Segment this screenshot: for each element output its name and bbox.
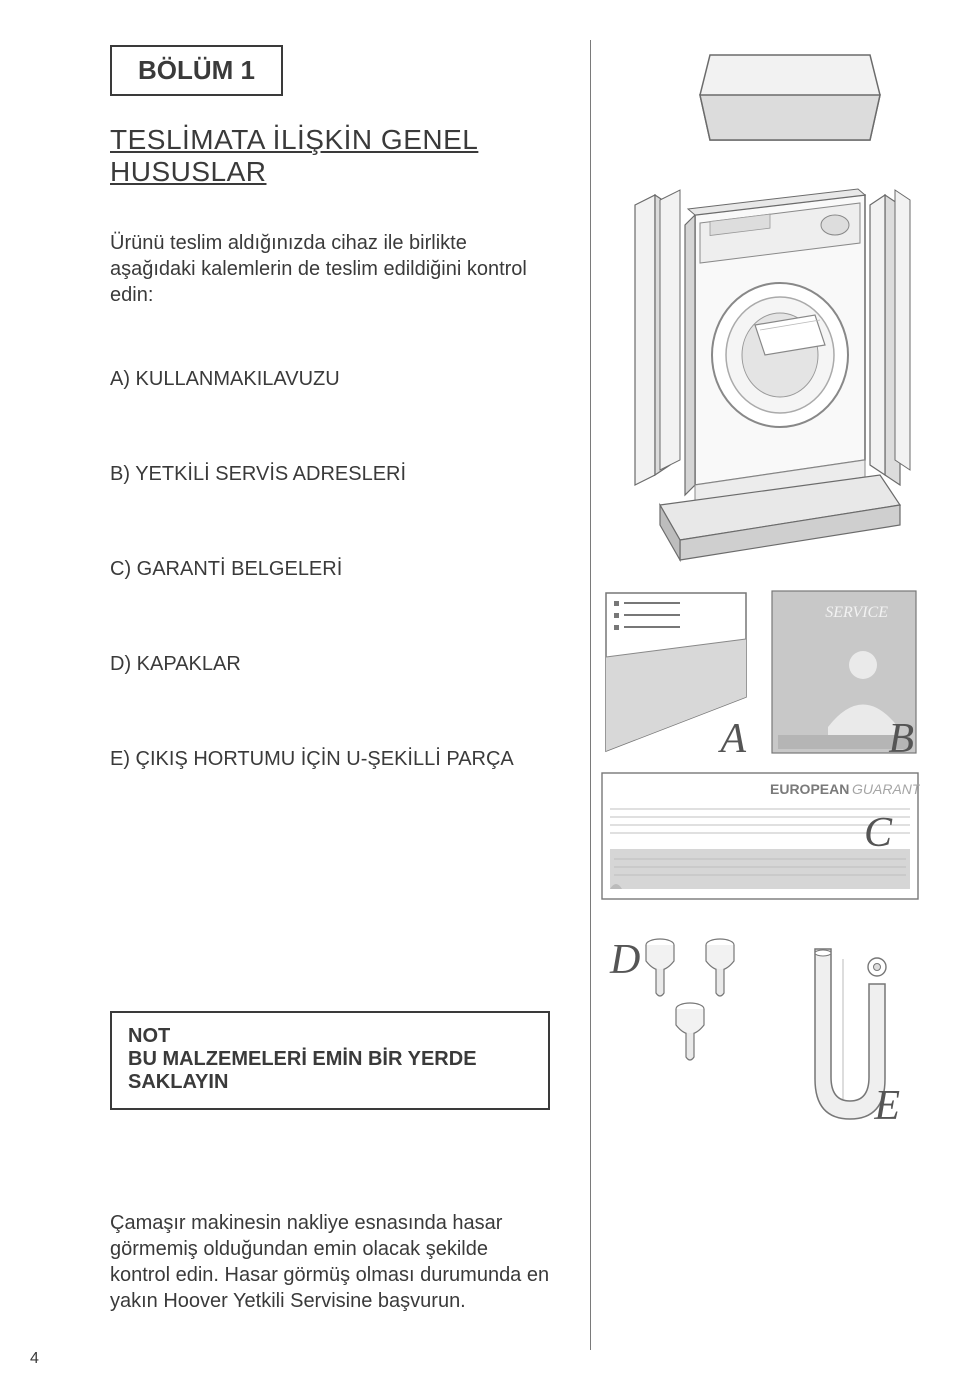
note-body: BU MALZEMELERİ EMİN BİR YERDE SAKLAYIN [128, 1048, 532, 1094]
list-item-d: D) KAPAKLAR [110, 653, 550, 676]
intro-text: Ürünü teslim aldığınızda cihaz ile birli… [110, 230, 550, 308]
list-item-b: B) YETKİLİ SERVİS ADRESLERİ [110, 463, 550, 486]
document-b-icon: SERVICE B [768, 587, 920, 757]
page-heading: TESLİMATA İLİŞKİN GENEL HUSUSLAR [110, 124, 550, 188]
caps-icon [646, 939, 734, 1060]
note-box: NOT BU MALZEMELERİ EMİN BİR YERDE SAKLAY… [110, 1011, 550, 1110]
document-c-icon: EUROPEAN GUARANTEE C [600, 771, 920, 901]
page: BÖLÜM 1 TESLİMATA İLİŞKİN GENEL HUSUSLAR… [0, 0, 960, 1390]
section-label: BÖLÜM 1 [138, 55, 255, 85]
section-label-box: BÖLÜM 1 [110, 45, 283, 96]
right-column: A SERVICE B EUROPEAN GUARANTEE [580, 0, 960, 1390]
box-lid-icon [700, 55, 880, 140]
note-title: NOT [128, 1025, 532, 1048]
svg-text:EUROPEAN: EUROPEAN [770, 781, 849, 797]
list-item-e: E) ÇIKIŞ HORTUMU İÇİN U-ŞEKİLLİ PARÇA [110, 748, 550, 771]
closing-text: Çamaşır makinesin nakliye esnasında hasa… [110, 1210, 550, 1314]
label-b: B [888, 715, 914, 763]
document-a-icon: A [600, 587, 752, 757]
svg-text:SERVICE: SERVICE [825, 604, 888, 621]
page-number: 4 [30, 1350, 39, 1368]
svg-text:GUARANTEE: GUARANTEE [852, 781, 920, 797]
packaging-illustration [600, 45, 920, 565]
list-item-c: C) GARANTİ BELGELERİ [110, 558, 550, 581]
list-item-a: A) KULLANMAKILAVUZU [110, 368, 550, 391]
documents-row: A SERVICE B [600, 587, 930, 757]
foam-right-icon [870, 190, 910, 485]
label-e-svg: E [873, 1083, 900, 1129]
left-column: BÖLÜM 1 TESLİMATA İLİŞKİN GENEL HUSUSLAR… [0, 0, 580, 1390]
foam-left-icon [635, 190, 680, 485]
parts-d-e-icon: D E D E [600, 929, 920, 1139]
label-d-svg: D [609, 937, 640, 983]
label-a: A [720, 715, 746, 763]
label-c: C [864, 809, 892, 857]
